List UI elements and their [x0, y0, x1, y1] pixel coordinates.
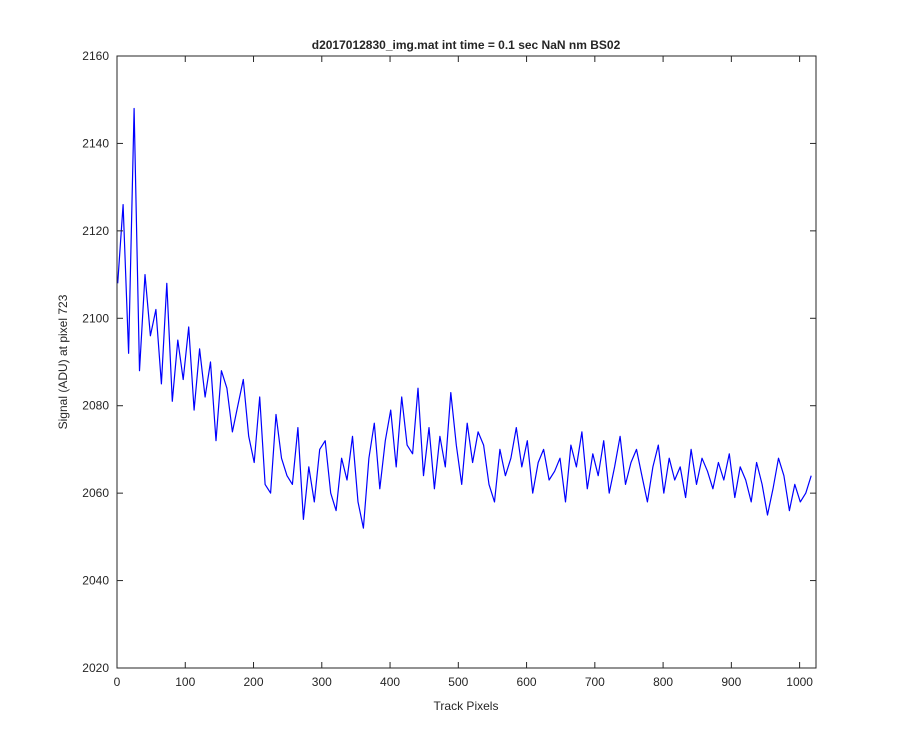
x-tick-label: 800	[653, 675, 673, 689]
x-tick-label: 100	[175, 675, 195, 689]
chart-title: d2017012830_img.mat int time = 0.1 sec N…	[312, 38, 621, 52]
y-axis-label: Signal (ADU) at pixel 723	[56, 294, 70, 429]
plot-area	[117, 56, 816, 668]
x-tick-label: 500	[448, 675, 468, 689]
x-tick-label: 200	[244, 675, 264, 689]
y-tick-label: 2120	[82, 224, 109, 238]
x-tick-label: 700	[585, 675, 605, 689]
y-tick-label: 2140	[82, 136, 109, 150]
x-axis-ticks: 0 100 200 300 400 500 600 700 800 900 1000	[114, 56, 813, 689]
y-axis-ticks: 2020 2040 2060 2080 2100 2120 2140 2160	[82, 49, 816, 675]
y-tick-label: 2020	[82, 661, 109, 675]
y-tick-label: 2080	[82, 399, 109, 413]
x-tick-label: 400	[380, 675, 400, 689]
y-tick-label: 2060	[82, 486, 109, 500]
y-tick-label: 2100	[82, 311, 109, 325]
x-tick-label: 300	[312, 675, 332, 689]
y-tick-label: 2040	[82, 574, 109, 588]
x-tick-label: 900	[721, 675, 741, 689]
x-tick-label: 0	[114, 675, 121, 689]
x-tick-label: 1000	[786, 675, 813, 689]
axes-box	[116, 55, 817, 669]
data-series-line	[117, 107, 812, 529]
x-tick-label: 600	[517, 675, 537, 689]
x-axis-label: Track Pixels	[434, 699, 499, 713]
y-tick-label: 2160	[82, 49, 109, 63]
